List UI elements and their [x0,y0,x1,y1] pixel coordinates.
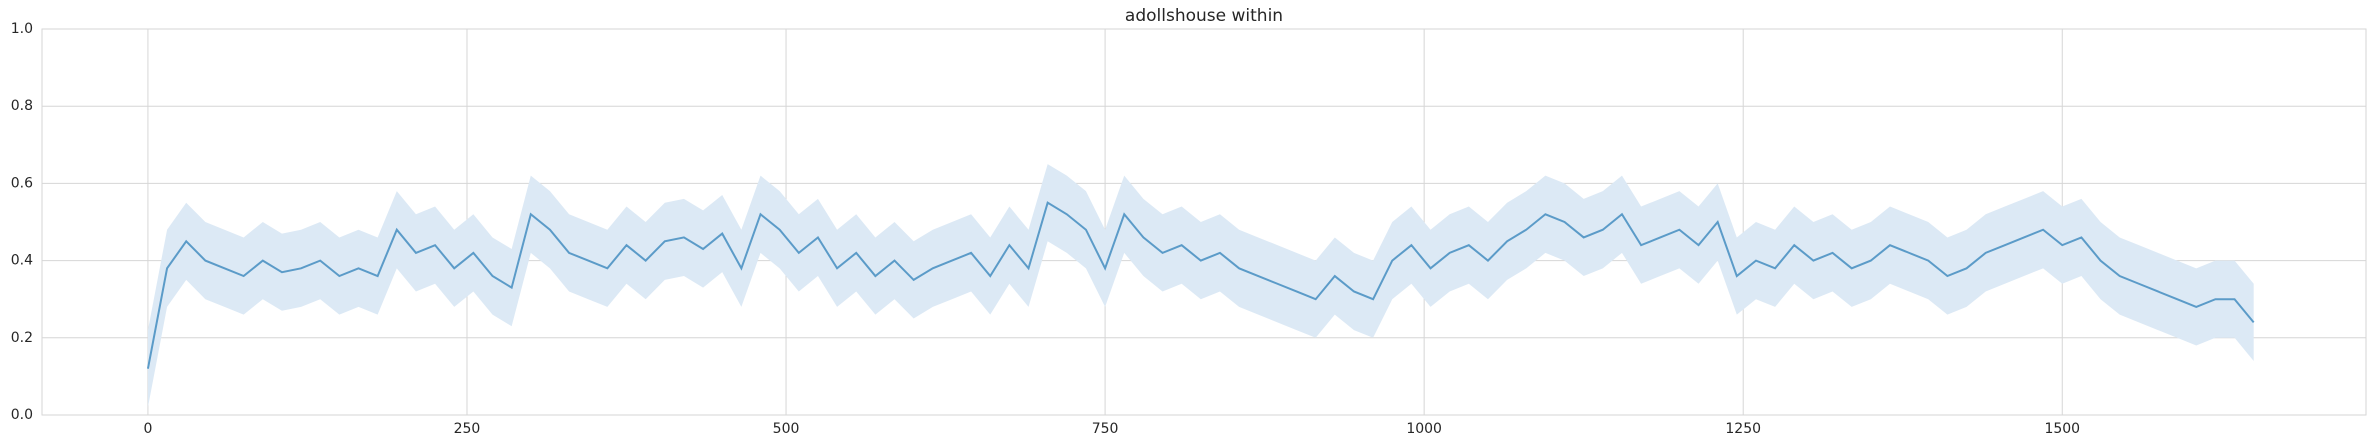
x-tick-label: 1500 [2044,421,2080,437]
x-tick-label: 1250 [1725,421,1761,437]
x-tick-label: 1000 [1406,421,1442,437]
line [146,201,2255,369]
x-tick-label: 0 [143,421,152,437]
x-tick-label: 250 [454,421,481,437]
y-tick-label: 0.4 [11,253,33,269]
y-tick-label: 0.2 [11,330,33,346]
y-tick-label: 1.0 [11,21,33,37]
x-tick-label: 750 [1092,421,1119,437]
y-tick-label: 0.0 [11,407,33,423]
chart-title: adollshouse within [1125,6,1283,26]
y-tick-label: 0.6 [11,175,33,191]
plot-frame [41,28,2367,416]
confidence-band [147,164,2254,408]
x-tick-label: 500 [773,421,800,437]
y-tick-label: 0.8 [11,98,33,114]
